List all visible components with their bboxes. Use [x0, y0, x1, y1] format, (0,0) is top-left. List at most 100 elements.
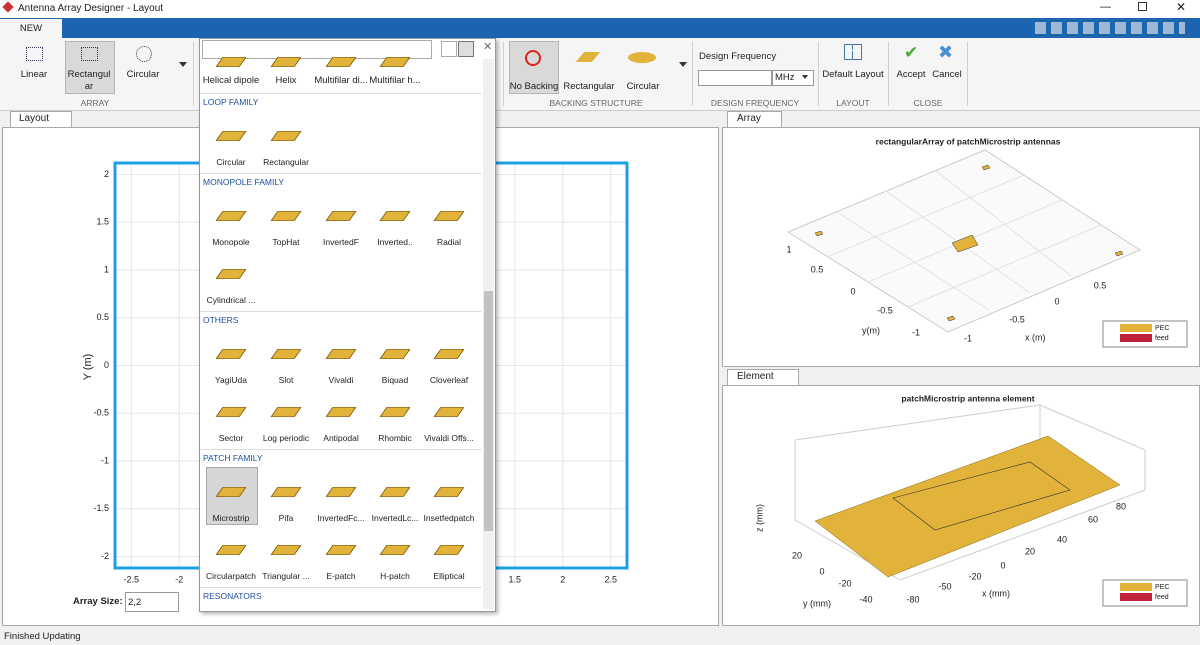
tick-label: 0	[1054, 296, 1059, 306]
tab[interactable]	[10, 111, 72, 128]
dropdown[interactable]	[179, 62, 187, 71]
patch	[946, 315, 956, 322]
section-label: BACKING STRUCTURE	[549, 98, 643, 108]
gallery-close[interactable]: ✕	[483, 41, 493, 53]
gallery-item-label[interactable]: Monopole	[212, 237, 250, 247]
gallery-item-label[interactable]: Microstrip	[212, 513, 250, 523]
axis-label: y(m)	[862, 325, 880, 335]
antenna-icon	[215, 211, 247, 221]
quick-access[interactable]	[1035, 22, 1185, 34]
title-bar	[0, 0, 1200, 18]
button-label[interactable]: No Backing	[509, 81, 559, 92]
antenna-icon	[433, 407, 465, 417]
gallery-item-label[interactable]: Multifilar di...	[314, 75, 368, 86]
y-tick-label: 0	[104, 360, 109, 370]
gallery-item-label[interactable]: InvertedF	[323, 237, 359, 247]
grid	[836, 211, 990, 311]
y-axis-label: Y (m)	[82, 354, 94, 381]
search-box[interactable]	[202, 40, 432, 59]
dropdown[interactable]	[679, 62, 687, 71]
list-view[interactable]	[441, 41, 457, 57]
tick-label: 1	[786, 244, 791, 254]
gallery-item-label[interactable]: Pifa	[278, 513, 294, 523]
icon	[525, 50, 541, 66]
gallery-item-label[interactable]: Vivaldi	[328, 375, 354, 385]
gallery-item-label[interactable]: YagiUda	[215, 375, 247, 385]
tab-label: NEW	[19, 23, 43, 34]
separator	[692, 42, 693, 106]
tick-label: 0	[1000, 560, 1005, 570]
minimize[interactable]: —	[1100, 1, 1111, 13]
selected-button	[509, 41, 559, 94]
gallery-item-label[interactable]: E-patch	[326, 571, 356, 581]
tab[interactable]	[727, 369, 799, 386]
close[interactable]: ✕	[1176, 0, 1187, 14]
separator	[888, 42, 889, 106]
restore[interactable]	[1138, 2, 1147, 11]
button-label[interactable]: Rectangular	[563, 81, 615, 92]
selected-button	[65, 41, 115, 94]
tick-label: -1	[912, 327, 920, 337]
gallery-item-label[interactable]: Radial	[436, 237, 462, 247]
button-label[interactable]: Linear	[20, 69, 48, 80]
gallery-item-label[interactable]: Helix	[275, 75, 297, 86]
gallery-item-label[interactable]: H-patch	[380, 571, 410, 581]
tick-label: -80	[906, 594, 919, 604]
button-label[interactable]: Accept	[896, 69, 926, 80]
patch	[981, 164, 991, 171]
button-label[interactable]: Default Layout	[822, 69, 884, 80]
slab	[814, 435, 1121, 578]
gallery-item-label[interactable]: Helical dipole	[202, 75, 260, 86]
patch	[814, 230, 824, 237]
gallery-item-label[interactable]: InvertedFc...	[317, 513, 365, 523]
array-size-input[interactable]	[125, 592, 179, 612]
tick-label: 60	[1088, 514, 1098, 524]
button-label[interactable]: Circular	[626, 81, 660, 92]
group-separator	[200, 93, 482, 94]
gallery-item-label[interactable]: Cloverleaf	[429, 375, 469, 385]
unit-select[interactable]	[772, 70, 814, 86]
gallery-item-label[interactable]: Sector	[218, 433, 244, 443]
button-label[interactable]: Rectangular	[67, 69, 111, 92]
gallery-item-label[interactable]: InvertedLc...	[371, 513, 419, 523]
gallery-item-label[interactable]: Circularpatch	[205, 571, 257, 581]
group-title: RESONATORS	[203, 591, 262, 601]
antenna-icon	[270, 57, 302, 67]
gallery-item-label[interactable]: Biquad	[381, 375, 409, 385]
frequency-input[interactable]	[698, 70, 772, 86]
gallery-item-label[interactable]: Log periodic	[262, 433, 310, 443]
gallery-item-label[interactable]: Antipodal	[323, 433, 359, 443]
gallery-item-label[interactable]: Rhombic	[378, 433, 412, 443]
icon	[81, 47, 98, 61]
y-tick-label: 0.5	[96, 312, 109, 322]
window-title: Antenna Array Designer - Layout	[18, 3, 164, 14]
field-label: Array Size:	[73, 596, 123, 607]
tab[interactable]	[727, 111, 782, 128]
tab-new[interactable]	[0, 19, 62, 38]
grid-view[interactable]	[458, 41, 474, 57]
gallery-item-label[interactable]: Vivaldi Offs...	[424, 433, 474, 443]
tick-label: -50	[938, 581, 951, 591]
separator	[503, 42, 504, 106]
antenna-icon	[270, 211, 302, 221]
legend-swatch	[1120, 324, 1152, 332]
gallery-item-label[interactable]: Multifilar h...	[369, 75, 421, 86]
antenna-icon	[215, 545, 247, 555]
gallery-item-label[interactable]: Triangular ...	[262, 571, 310, 581]
tab-label: Element	[737, 371, 774, 382]
gallery-item-label[interactable]: Circular	[216, 157, 246, 167]
tick-label: -0.5	[1009, 314, 1025, 324]
gallery-item-label[interactable]: Elliptical	[433, 571, 465, 581]
gallery-item-label[interactable]: TopHat	[272, 237, 300, 247]
tab-label: Array	[737, 113, 761, 124]
button-label[interactable]: Cancel	[932, 69, 962, 80]
gallery-item-label[interactable]: Inverted..	[377, 237, 413, 247]
antenna-icon	[270, 487, 302, 497]
gallery-item-label[interactable]: Insetfedpatch	[423, 513, 475, 523]
gallery-item-label[interactable]: Cylindrical ...	[206, 295, 256, 305]
gallery-item-label[interactable]: Rectangular	[263, 157, 309, 167]
scroll-thumb[interactable]	[484, 291, 493, 531]
gallery-item-label[interactable]: Slot	[278, 375, 294, 385]
button-label[interactable]: Circular	[126, 69, 160, 80]
